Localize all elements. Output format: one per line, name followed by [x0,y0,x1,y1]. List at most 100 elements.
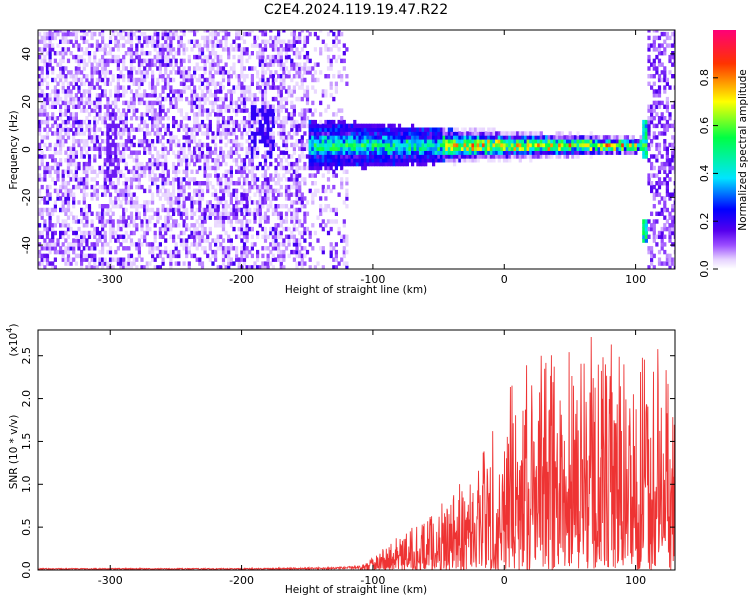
heatmap-cell [295,238,299,243]
heatmap-cell [615,135,620,140]
heatmap-cell [374,154,378,159]
heatmap-cell [466,150,470,155]
heatmap-cell [277,188,281,194]
heatmap-cell [156,43,160,48]
heatmap-cell [66,30,71,33]
heatmap-cell [66,173,71,178]
heatmap-cell [143,165,147,171]
heatmap-cell [587,150,591,155]
heatmap-cell [219,58,223,64]
heatmap-cell [279,215,283,220]
heatmap-cell [332,39,336,44]
heatmap-cell [214,165,218,171]
heatmap-cell [560,150,564,155]
heatmap-cell [384,161,388,167]
heatmap-cell [200,181,205,186]
heatmap-cell [40,230,44,236]
heatmap-cell [190,81,194,86]
heatmap-cell [111,54,115,60]
heatmap-cell [308,119,312,125]
heatmap-cell [613,150,617,155]
heatmap-cell [82,238,86,243]
heatmap-cell [135,211,139,216]
heatmap-cell [221,192,226,197]
heatmap-cell [98,31,102,37]
heatmap-cell [169,257,173,262]
heatmap-cell [93,100,97,106]
heatmap-cell [345,81,349,86]
heatmap-cell [605,139,609,144]
heatmap-cell [269,142,273,148]
heatmap-cell [185,96,189,102]
heatmap-cell [250,234,254,239]
heatmap-cell [172,123,176,129]
heatmap-cell [298,196,302,201]
heatmap-cell [38,108,42,113]
heatmap-cell [240,62,244,67]
heatmap-cell [164,39,168,44]
heatmap-cell [129,154,134,159]
heatmap-cell [560,135,564,140]
heatmap-cell [224,207,228,213]
heatmap-cell [95,242,99,247]
heatmap-cell [395,158,399,163]
heatmap-cell [61,242,65,247]
heatmap-cell [48,35,52,41]
heatmap-cell [116,204,120,209]
heatmap-cell [127,74,131,79]
heatmap-cell [216,265,220,269]
heatmap-cell [195,200,199,205]
heatmap-cell [324,196,328,201]
heatmap-cell [190,242,194,247]
heatmap-cell [101,192,105,197]
heatmap-cell [445,127,449,132]
heatmap-cell [185,131,189,136]
heatmap-cell [227,181,231,186]
heatmap-cell [80,154,84,159]
heatmap-cell [132,150,136,155]
heatmap-cell [85,39,89,44]
heatmap-cell [282,173,286,178]
heatmap-cell [53,85,57,90]
heatmap-cell [524,135,528,140]
heatmap-cell [300,77,304,83]
heatmap-cell [258,54,262,60]
heatmap-cell [500,131,504,136]
heatmap-cell [119,35,123,41]
heatmap-cell [282,265,286,269]
heatmap-cell [200,188,205,194]
heatmap-cell [95,119,99,125]
heatmap-cell [229,146,233,151]
heatmap-cell [198,184,202,190]
heatmap-cell [245,234,249,239]
heatmap-cell [290,204,294,209]
heatmap-cell [51,104,55,109]
heatmap-cell [143,77,147,83]
heatmap-cell [179,43,183,48]
heatmap-cell [38,261,42,266]
heatmap-cell [77,66,81,71]
heatmap-cell [245,246,249,251]
heatmap-cell [211,30,215,33]
heatmap-cell [143,139,147,144]
heatmap-cell [80,188,84,194]
heatmap-cell [308,142,312,148]
heatmap-cell [579,135,583,140]
heatmap-cell [292,35,296,41]
heatmap-cell [211,249,215,255]
heatmap-cell [250,74,254,79]
heatmap-cell [277,100,281,106]
heatmap-cell [148,165,152,171]
heatmap-cell [229,93,233,98]
heatmap-cell [216,116,220,121]
heatmap-cell [177,184,181,190]
heatmap-cell [64,66,68,71]
heatmap-cell [158,43,162,48]
heatmap-cell [266,246,270,251]
heatmap-cell [235,30,239,33]
heatmap-cell [287,238,291,243]
heatmap-cell [153,89,157,94]
heatmap-cell [182,246,186,251]
heatmap-cell [424,161,428,167]
heatmap-cell [48,211,52,216]
